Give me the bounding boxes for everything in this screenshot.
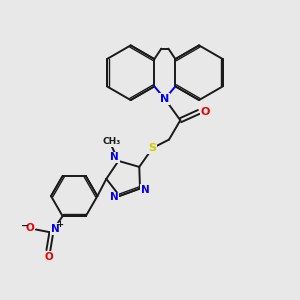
Text: +: + — [56, 220, 63, 229]
Text: N: N — [160, 94, 169, 104]
Text: −: − — [20, 221, 28, 231]
Text: N: N — [110, 152, 119, 162]
Text: N: N — [110, 192, 119, 203]
Text: O: O — [45, 252, 53, 262]
Text: CH₃: CH₃ — [102, 137, 120, 146]
Text: N: N — [50, 224, 59, 234]
Text: S: S — [148, 143, 156, 153]
Text: N: N — [141, 185, 150, 195]
Text: O: O — [26, 223, 34, 233]
Text: O: O — [201, 107, 210, 117]
